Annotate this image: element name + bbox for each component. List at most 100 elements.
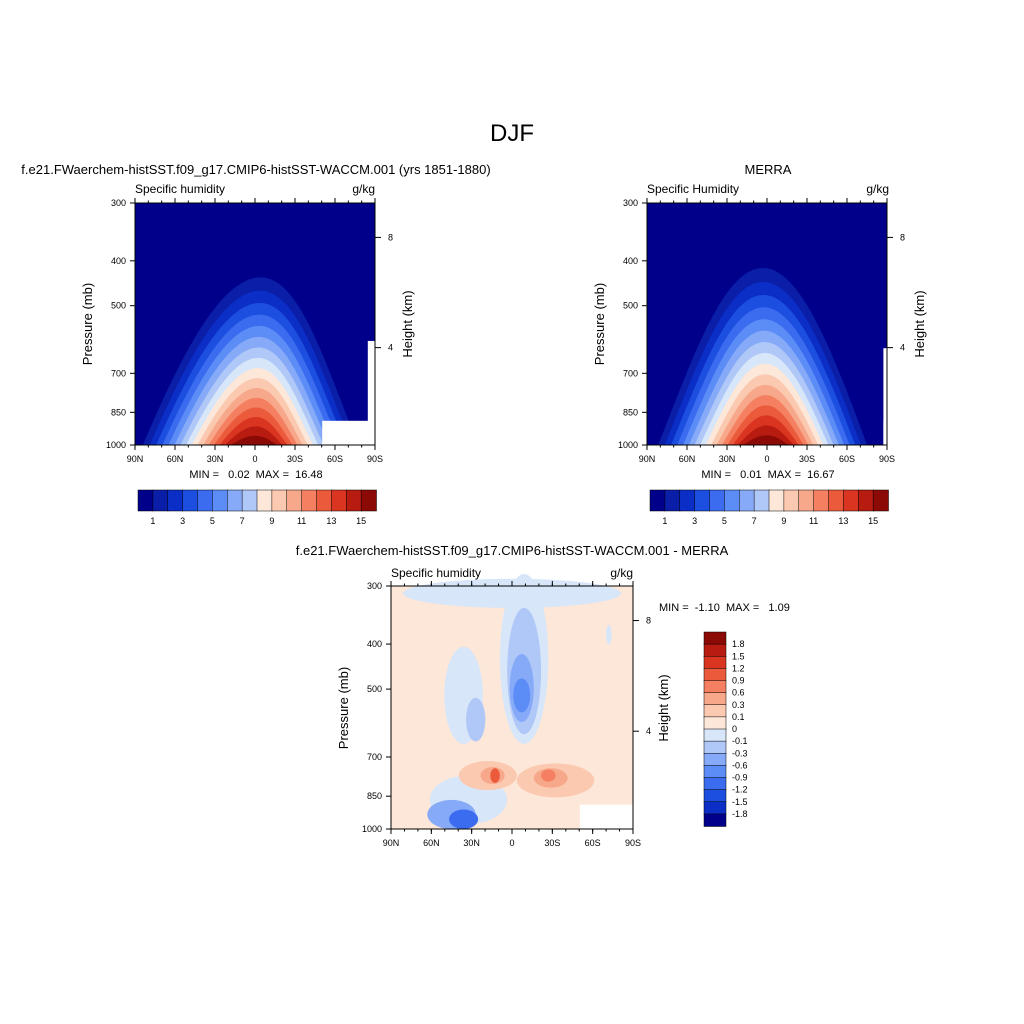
colorbar-swatch: [703, 801, 727, 815]
colorbar-swatch: [703, 765, 727, 779]
x-tick-label: 0: [509, 838, 514, 848]
panel-units-label: g/kg: [352, 182, 375, 196]
colorbar-label: 0: [732, 724, 737, 734]
figure-title: DJF: [490, 120, 534, 147]
colorbar-label: 0.6: [732, 688, 745, 698]
min-max-readout: MIN = -1.10 MAX = 1.09: [659, 602, 790, 614]
x-tick-label: 60N: [167, 454, 184, 464]
y-tick-label: 700: [111, 368, 126, 378]
colorbar-label: 3: [692, 516, 697, 526]
contour-band: [230, 435, 278, 445]
contour-band: [490, 768, 500, 783]
colorbar-label: 5: [210, 516, 215, 526]
y-tick-label: 1000: [106, 440, 126, 450]
colorbar-swatch: [346, 489, 362, 512]
y-right-tick-label: 4: [900, 343, 905, 353]
y-right-tick-label: 8: [646, 616, 651, 626]
y-tick-label: 400: [623, 256, 638, 266]
contour-band: [541, 769, 556, 782]
colorbar-swatch: [703, 789, 727, 803]
colorbar-swatch: [703, 740, 727, 754]
panel-merra: MERRA Specific Humidity g/kg 90N 60N 30N 0 3…: [592, 162, 927, 526]
colorbar-swatch: [798, 489, 815, 512]
x-tick-label: 90S: [367, 454, 383, 464]
contour-field: [135, 203, 375, 445]
min-max-readout: MIN = 0.01 MAX = 16.67: [701, 469, 834, 481]
x-tick-label: 60S: [585, 838, 601, 848]
y-axis-label: Pressure (mb): [80, 283, 95, 365]
y-right-tick-label: 8: [388, 232, 393, 242]
colorbar-label: 9: [269, 516, 274, 526]
colorbar-swatch: [703, 704, 727, 718]
min-max-readout: MIN = 0.02 MAX = 16.48: [189, 469, 322, 481]
y-axis-label: Pressure (mb): [592, 283, 607, 365]
x-tick-label: 60N: [423, 838, 440, 848]
colorbar-swatch: [703, 631, 727, 645]
colorbar-label: 11: [809, 516, 818, 526]
colorbar-swatch: [197, 489, 214, 512]
panel-left-label: Specific humidity: [135, 182, 225, 196]
colorbar-label: -0.3: [732, 748, 748, 758]
y-tick-label: 500: [623, 301, 638, 311]
x-tick-label: 60S: [839, 454, 855, 464]
colorbar-label: 0.9: [732, 676, 745, 686]
y-tick-label: 850: [367, 791, 382, 801]
colorbar-label: 7: [240, 516, 245, 526]
colorbar-label: 1: [150, 516, 155, 526]
colorbar-swatch: [331, 489, 347, 512]
contour-band: [513, 678, 531, 713]
contour-field: [647, 203, 887, 445]
axes: 90N 60N 30N 0 30S 60S 90S 300 400 500 700 850 1000 8 4: [106, 198, 393, 464]
colorbar-label: 1.8: [732, 639, 745, 649]
colorbar-label: 13: [838, 516, 848, 526]
y-tick-label: 300: [623, 198, 638, 208]
x-tick-label: 0: [252, 454, 257, 464]
colorbar-swatch: [724, 489, 740, 512]
y-tick-label: 850: [623, 407, 638, 417]
colorbar-swatch: [694, 489, 711, 512]
colorbar-label: -0.9: [732, 773, 748, 783]
colorbar-swatch: [182, 489, 199, 512]
colorbar-swatch: [152, 489, 169, 512]
colorbar-swatch: [212, 489, 228, 512]
y-axis-right-label: Height (km): [912, 290, 927, 357]
colorbar-label: 15: [868, 516, 878, 526]
x-tick-label: 30N: [207, 454, 224, 464]
missing-data-mask: [883, 348, 887, 445]
x-tick-label: 90N: [383, 838, 400, 848]
x-tick-label: 30S: [799, 454, 815, 464]
colorbar-swatch: [703, 680, 727, 694]
x-tick-label: 90N: [127, 454, 144, 464]
contour-band: [466, 697, 486, 742]
contour-band: [743, 435, 789, 445]
colorbar-label: 15: [356, 516, 366, 526]
y-right-tick-label: 4: [646, 726, 651, 736]
colorbar-swatch: [286, 489, 303, 512]
colorbar-swatch: [679, 489, 696, 512]
panel-title: MERRA: [745, 162, 792, 177]
colorbar-label: -0.6: [732, 760, 748, 770]
panel-units-label: g/kg: [610, 566, 633, 580]
x-tick-label: 60N: [679, 454, 696, 464]
y-tick-label: 300: [111, 198, 126, 208]
colorbar-swatch: [301, 489, 318, 512]
colorbar-swatch: [256, 489, 273, 512]
x-tick-label: 30N: [463, 838, 480, 848]
colorbar-swatch: [137, 489, 154, 512]
colorbar-swatch: [813, 489, 830, 512]
panel-left-label: Specific Humidity: [647, 182, 739, 196]
colorbar: 1 3 5 7 9 11 13 15: [649, 489, 889, 526]
colorbar-swatch: [709, 489, 726, 512]
x-tick-label: 60S: [327, 454, 343, 464]
axes: 90N 60N 30N 0 30S 60S 90S 300 400 500 700 850 1000 8 4: [362, 581, 651, 848]
y-tick-label: 500: [367, 684, 382, 694]
panel-left-label: Specific humidity: [391, 566, 481, 580]
y-tick-label: 400: [367, 639, 382, 649]
colorbar-label: 13: [326, 516, 336, 526]
y-right-tick-label: 4: [388, 343, 393, 353]
colorbar: 1 3 5 7 9 11 13 15: [137, 489, 377, 526]
panel-title: f.e21.FWaerchem-histSST.f09_g17.CMIP6-hi…: [21, 162, 490, 177]
colorbar-label: 11: [297, 516, 306, 526]
y-tick-label: 500: [111, 301, 126, 311]
